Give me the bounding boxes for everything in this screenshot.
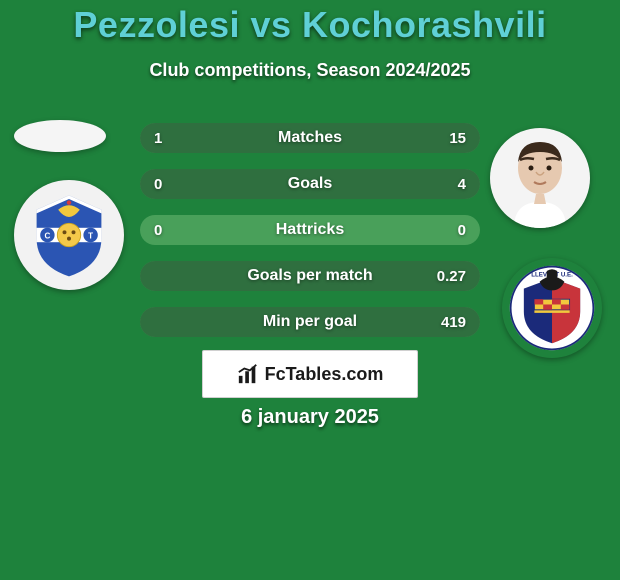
stat-value-right: 15 bbox=[449, 130, 466, 147]
stats-container: 1 Matches 15 0 Goals 4 0 Hattricks 0 Goals per ma… bbox=[140, 123, 480, 353]
club-right-badge: LLEVANT U.E. bbox=[502, 258, 602, 358]
stat-label: Goals per match bbox=[247, 267, 372, 285]
club-left-badge: C T bbox=[14, 180, 124, 290]
stat-value-right: 4 bbox=[458, 176, 466, 193]
svg-text:T: T bbox=[88, 232, 93, 241]
stat-label: Hattricks bbox=[276, 221, 344, 239]
stat-value-left: 0 bbox=[154, 222, 162, 239]
stat-label: Goals bbox=[288, 175, 332, 193]
club-right-crest-icon: LLEVANT U.E. bbox=[508, 264, 596, 352]
stat-value-right: 0 bbox=[458, 222, 466, 239]
stat-row: Goals per match 0.27 bbox=[140, 261, 480, 291]
page-subtitle: Club competitions, Season 2024/2025 bbox=[0, 60, 620, 81]
footer-brand-text: FcTables.com bbox=[265, 364, 384, 385]
club-left-crest-icon: C T bbox=[24, 190, 114, 280]
player-left-avatar bbox=[14, 120, 106, 152]
stat-value-left: 0 bbox=[154, 176, 162, 193]
stat-row: Min per goal 419 bbox=[140, 307, 480, 337]
stat-label: Matches bbox=[278, 129, 342, 147]
page-title: Pezzolesi vs Kochorashvili bbox=[0, 4, 620, 46]
stat-value-right: 0.27 bbox=[437, 268, 466, 285]
stat-row: 0 Goals 4 bbox=[140, 169, 480, 199]
stat-row: 1 Matches 15 bbox=[140, 123, 480, 153]
stat-label: Min per goal bbox=[263, 313, 357, 331]
stat-value-left: 1 bbox=[154, 130, 162, 147]
svg-text:C: C bbox=[44, 232, 50, 241]
footer-brand-badge: FcTables.com bbox=[202, 350, 418, 398]
player-right-portrait-icon bbox=[490, 128, 590, 228]
player-right-avatar bbox=[490, 128, 590, 228]
date-text: 6 january 2025 bbox=[0, 406, 620, 429]
stat-row: 0 Hattricks 0 bbox=[140, 215, 480, 245]
stat-value-right: 419 bbox=[441, 314, 466, 331]
bar-chart-icon bbox=[237, 363, 259, 385]
